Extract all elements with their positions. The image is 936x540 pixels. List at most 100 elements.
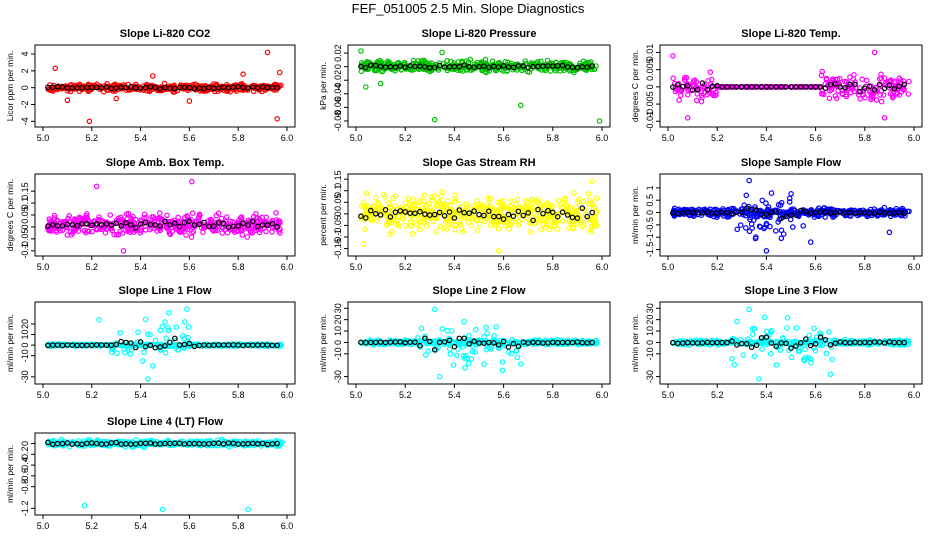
data-point [499,367,506,374]
x-tick-label: 5.0 [350,133,363,143]
slope-marker-series [358,62,596,71]
slope-marker-series [358,205,596,224]
data-point [731,361,738,368]
slope-marker-point [674,210,681,217]
slope-marker-point [535,63,541,70]
data-point [756,223,763,230]
data-point [575,199,581,205]
data-point [763,200,769,207]
data-point [463,201,469,208]
scatter-series [45,49,284,125]
slope-marker-point [471,208,477,214]
slope-marker-point [220,220,227,227]
slope-marker-point [866,83,873,90]
data-point [508,221,515,228]
data-point [468,222,475,229]
slope-marker-series [670,205,908,222]
slope-marker-point [674,81,681,88]
data-point [856,85,863,91]
data-point [538,226,544,233]
data-point [515,222,522,228]
data-point [411,215,418,222]
data-point [785,209,792,215]
y-tick-label: -10 [333,347,343,360]
y-tick-label: 30 [333,303,343,313]
slope-marker-point [201,219,207,226]
data-point [554,226,561,232]
data-point [227,83,233,90]
data-point [882,82,889,89]
data-point [171,217,178,224]
data-point [690,78,697,84]
slope-marker-point [436,62,443,69]
outlier-point [670,53,676,59]
data-point [487,195,494,202]
slope-marker-point [103,84,110,90]
slope-marker-point [196,221,203,228]
y-tick-label: 0 [645,340,655,345]
data-point [244,234,251,240]
data-point [399,216,406,222]
data-point [452,227,459,233]
data-point [500,198,507,204]
slope-marker-point [362,215,369,221]
outlier-point [113,95,120,102]
slope-marker-point [510,213,517,220]
chart-title: Slope Li-820 Temp. [741,28,840,40]
data-point [502,223,509,229]
slope-marker-point [201,85,207,92]
data-point [448,221,455,228]
slope-marker-point [422,64,428,70]
x-tick-label: 5.8 [232,390,245,400]
data-point [762,224,768,231]
slope-marker-point [852,81,858,88]
data-point [789,224,796,230]
slope-marker-point [387,64,394,70]
data-point [162,319,168,325]
slope-marker-point [886,82,893,89]
slope-marker-point [802,208,809,215]
outlier-point [746,177,753,184]
data-point [901,86,907,93]
data-point [453,352,460,359]
data-point [431,193,438,199]
data-point [212,88,218,95]
data-point [273,210,279,216]
slope-marker-point [132,225,139,231]
data-point [786,195,793,202]
outlier-point [596,118,603,124]
chart-panel-4: Slope Amb. Box Temp.5.0 5.2 5.4 5.6 5.8 6.0-0… [5,157,296,272]
data-point [747,214,754,221]
outlier-point [517,361,524,367]
slope-marker-point [871,210,878,217]
data-point [182,319,188,325]
data-point [547,202,553,209]
data-point [405,195,412,202]
data-point [374,199,381,206]
data-point [868,94,874,101]
data-point [527,229,534,235]
data-point [563,202,570,208]
data-point [219,230,226,236]
data-point [749,331,756,338]
data-point [71,217,78,223]
slope-marker-series [670,80,908,95]
data-point [450,362,457,368]
outlier-point [362,84,369,90]
outlier-point [52,65,59,72]
slope-marker-point [49,221,56,228]
data-point [114,232,120,238]
data-point [842,212,849,219]
slope-marker-point [422,211,428,218]
data-point [447,58,454,65]
slope-marker-point [485,208,492,215]
slope-marker-point [743,205,750,211]
data-point [133,227,140,234]
x-tick-label: 5.4 [760,133,773,143]
data-point [542,215,549,222]
data-point [784,314,791,321]
y-axis-label: ml/min per min. [318,314,328,372]
x-tick-label: 5.4 [760,390,773,400]
